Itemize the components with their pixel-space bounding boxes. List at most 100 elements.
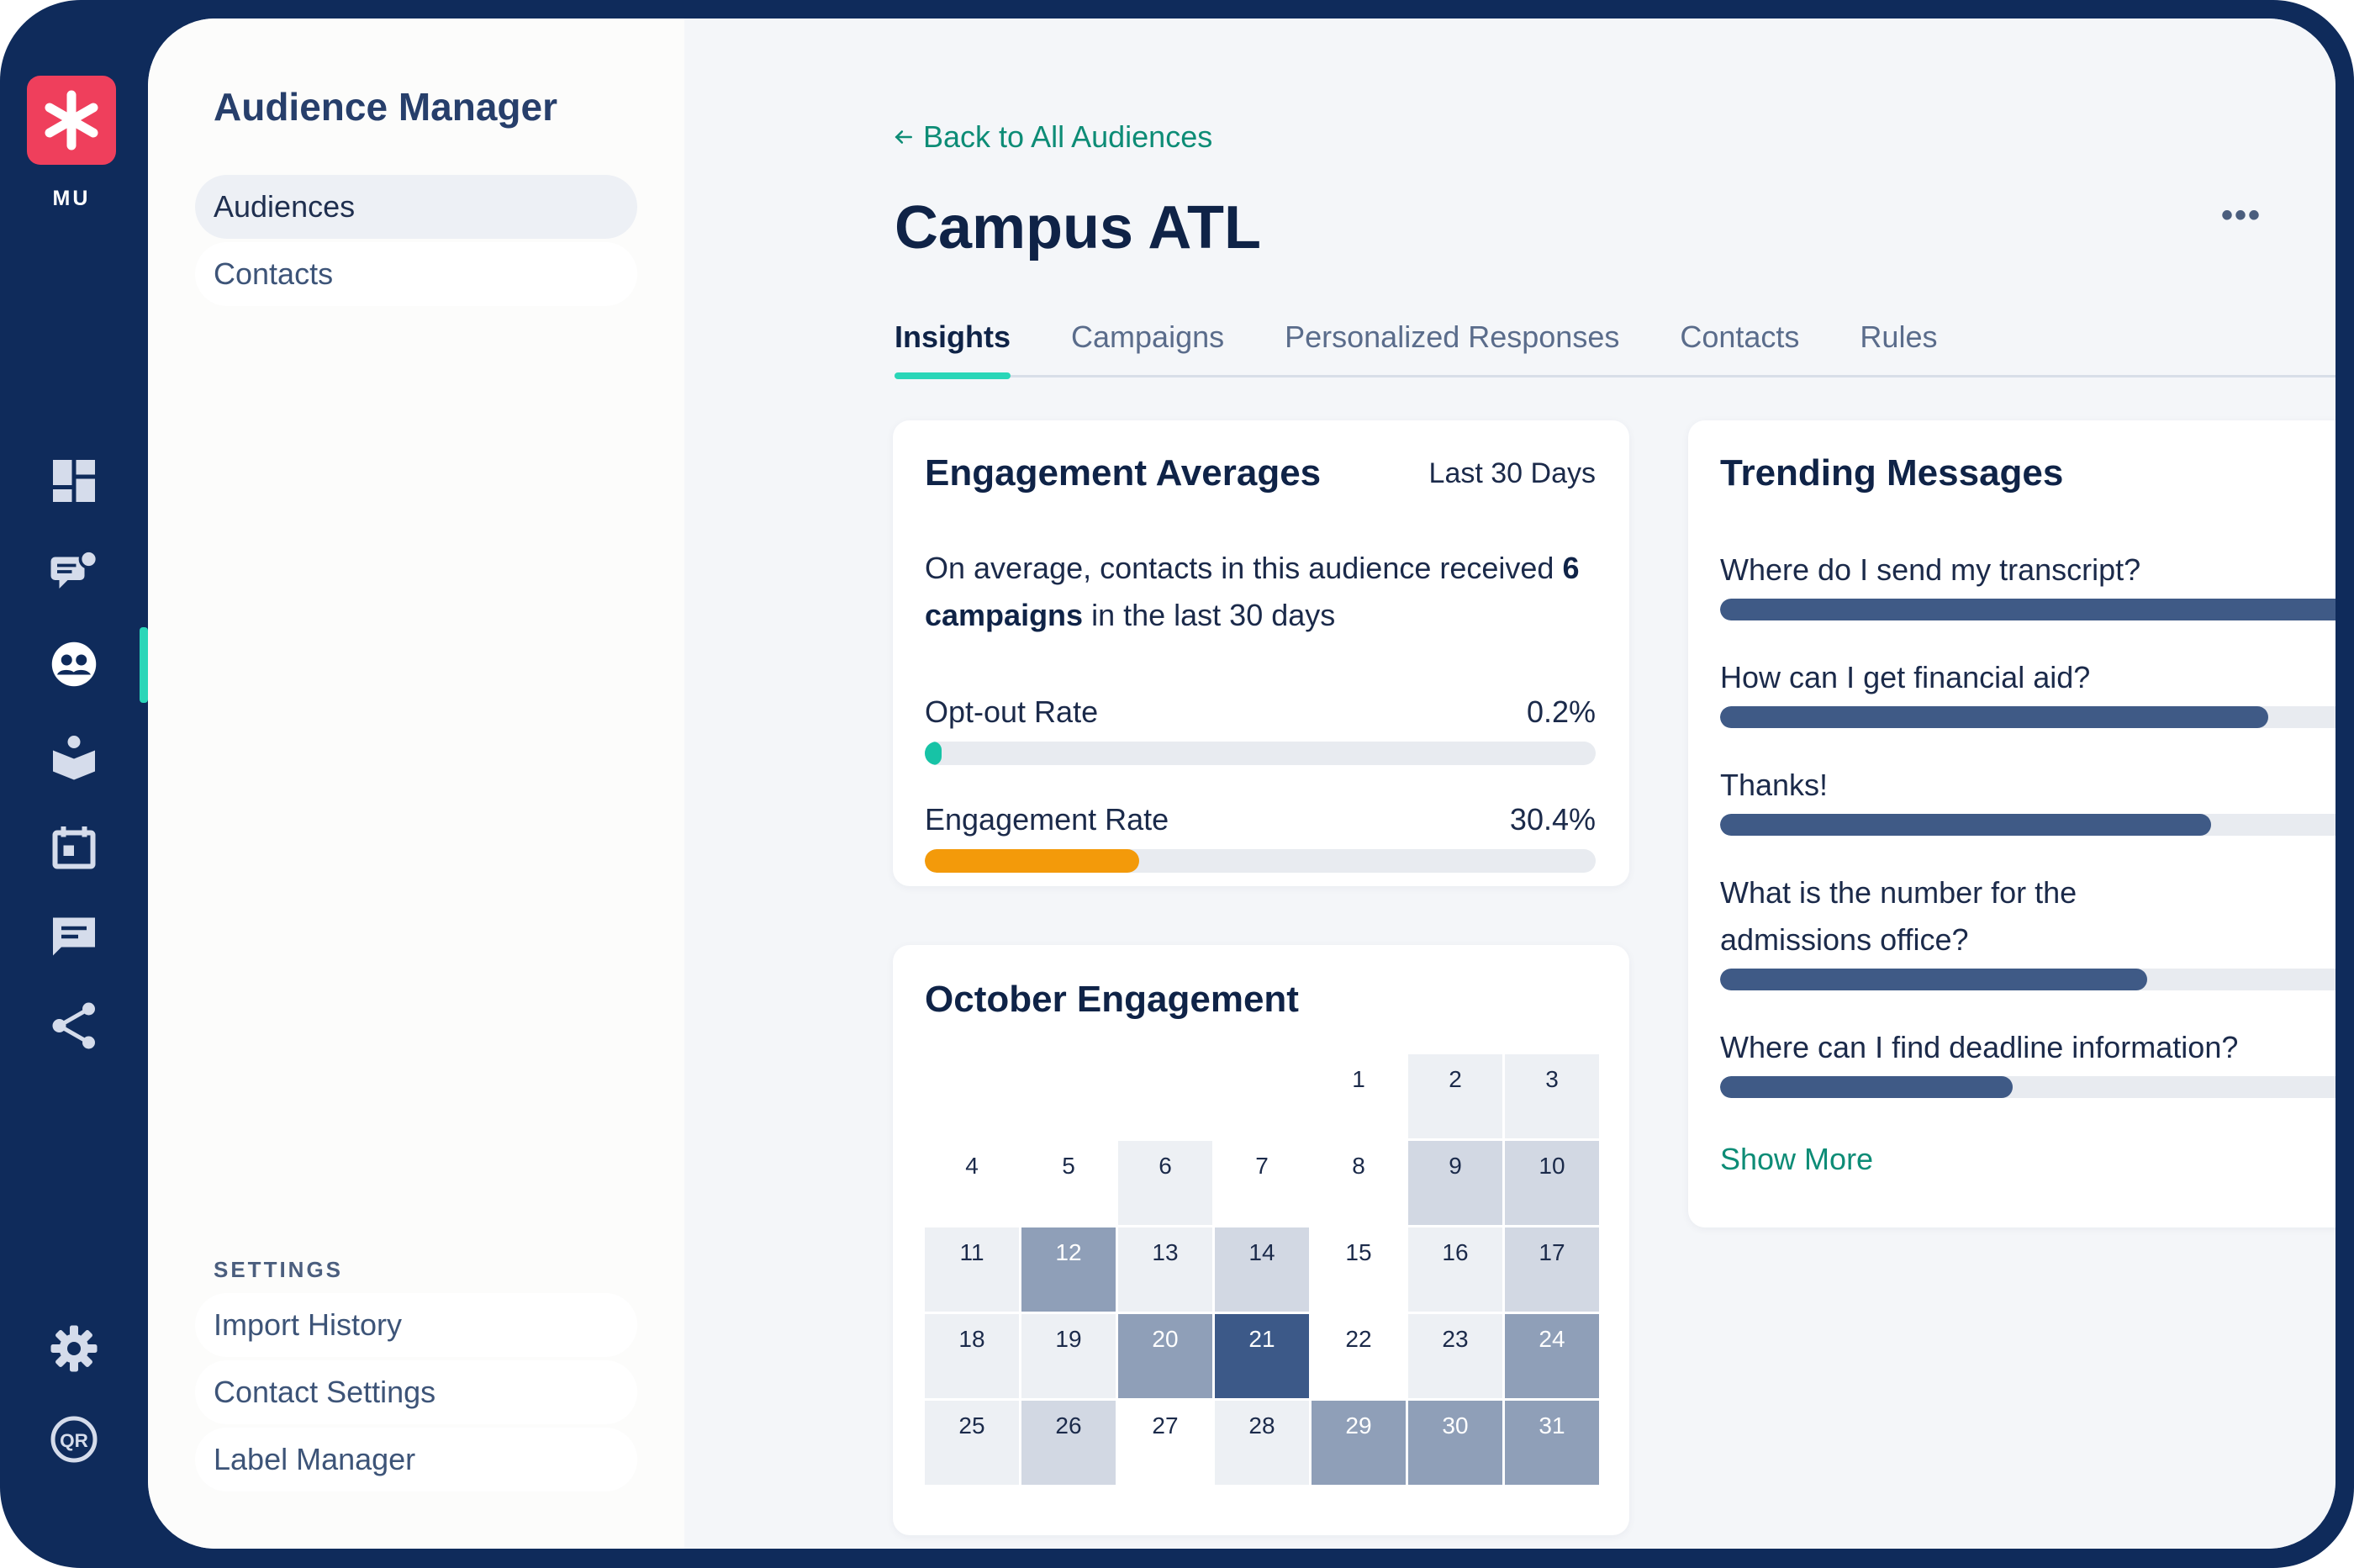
calendar-day-cell[interactable]: 25 (925, 1401, 1019, 1485)
asterisk-logo-icon (45, 90, 98, 150)
sidebar-item-label: Import History (214, 1307, 403, 1342)
sidebar-title: Audience Manager (214, 85, 557, 129)
calendar-day-cell[interactable]: 2 (1408, 1054, 1502, 1138)
trending-message-bar (1720, 814, 2336, 836)
tab-bar: Insights Campaigns Personalized Response… (895, 319, 2336, 379)
org-initials: MU (52, 187, 91, 210)
calendar-day-cell[interactable]: 30 (1408, 1401, 1502, 1485)
calendar-day-cell[interactable]: 27 (1118, 1401, 1212, 1485)
calendar-day-cell[interactable]: 24 (1505, 1314, 1599, 1398)
trending-message-text: Where do I send my transcript? (1720, 552, 2141, 587)
calendar-day-cell[interactable]: 23 (1408, 1314, 1502, 1398)
engagement-rate-bar (925, 849, 1596, 873)
app-screen: Audience Manager Audiences Contacts SETT… (148, 18, 2336, 1549)
sidebar-item-audiences[interactable]: Audiences (195, 175, 637, 239)
calendar-day-cell[interactable]: 7 (1215, 1141, 1309, 1225)
trending-message-fill (1720, 599, 2336, 620)
calendar-day-cell[interactable]: 22 (1312, 1314, 1406, 1398)
calendar-day-cell[interactable]: 3 (1505, 1054, 1599, 1138)
engagement-calendar: 1 2 3 4 5 6 7 8 9 10 11 12 13 14 15 16 17 18 19 20 21 22 23 24 2… (925, 1054, 1599, 1485)
calendar-day-cell[interactable]: 31 (1505, 1401, 1599, 1485)
engagement-rate-label: Engagement Rate (925, 802, 1169, 837)
settings-gear-icon[interactable] (47, 1322, 101, 1375)
sidebar-item-label-manager[interactable]: Label Manager (195, 1428, 637, 1491)
calendar-day-cell[interactable]: 21 (1215, 1314, 1309, 1398)
app-logo[interactable] (27, 76, 116, 165)
arrow-left-icon (895, 130, 912, 144)
engagement-averages-card: Engagement Averages Last 30 Days On aver… (893, 420, 1629, 886)
rail-active-indicator (140, 627, 148, 703)
calendar-day-cell[interactable]: 29 (1312, 1401, 1406, 1485)
calendar-day-cell[interactable]: 10 (1505, 1141, 1599, 1225)
sidebar-item-label: Audiences (214, 189, 356, 224)
calendar-day-cell[interactable]: 12 (1021, 1227, 1116, 1312)
tab-campaigns[interactable]: Campaigns (1071, 319, 1225, 354)
tab-insights[interactable]: Insights (895, 319, 1011, 379)
chat-bubbles-icon[interactable] (47, 545, 101, 599)
calendar-day-cell[interactable]: 5 (1021, 1141, 1116, 1225)
sidebar-item-import-history[interactable]: Import History (195, 1293, 637, 1357)
calendar-day-cell[interactable]: 6 (1118, 1141, 1212, 1225)
trending-message-bar (1720, 599, 2336, 620)
sidebar-item-label: Contacts (214, 256, 334, 291)
audiences-icon[interactable] (47, 637, 101, 691)
calendar-blank-cell (1021, 1054, 1116, 1138)
calendar-day-cell[interactable]: 1 (1312, 1054, 1406, 1138)
trending-message-item[interactable]: How can I get financial aid? (1720, 654, 2336, 728)
trending-message-item[interactable]: Where do I send my transcript? (1720, 546, 2336, 620)
more-options-button[interactable]: ••• (2220, 197, 2262, 234)
main-content: Back to All Audiences Campus ATL ••• Ins… (684, 18, 2336, 1549)
trending-message-bar (1720, 1076, 2336, 1098)
dashboard-icon[interactable] (47, 454, 101, 508)
trending-messages-card: Trending Messages Where do I send my tra… (1688, 420, 2336, 1227)
card-title: Trending Messages (1720, 452, 2064, 494)
trending-message-text: Where can I find deadline information? (1720, 1030, 2239, 1064)
calendar-day-cell[interactable]: 19 (1021, 1314, 1116, 1398)
calendar-day-cell[interactable]: 18 (925, 1314, 1019, 1398)
calendar-day-cell[interactable]: 26 (1021, 1401, 1116, 1485)
engagement-summary: On average, contacts in this audience re… (925, 551, 1580, 632)
sidebar-item-label: Contact Settings (214, 1375, 436, 1409)
tab-personalized-responses[interactable]: Personalized Responses (1285, 319, 1620, 354)
calendar-blank-cell (925, 1054, 1019, 1138)
sidebar-item-contact-settings[interactable]: Contact Settings (195, 1360, 637, 1424)
calendar-day-cell[interactable]: 8 (1312, 1141, 1406, 1225)
calendar-day-cell[interactable]: 14 (1215, 1227, 1309, 1312)
calendar-day-cell[interactable]: 16 (1408, 1227, 1502, 1312)
calendar-icon[interactable] (47, 821, 101, 874)
sidebar-item-contacts[interactable]: Contacts (195, 242, 637, 306)
october-engagement-card: October Engagement 1 2 3 4 5 6 7 8 9 10 11 12 13 14 15… (893, 945, 1629, 1535)
audience-manager-sidebar: Audience Manager Audiences Contacts SETT… (148, 18, 687, 1549)
tab-contacts[interactable]: Contacts (1680, 319, 1800, 354)
tab-rules[interactable]: Rules (1860, 319, 1938, 354)
calendar-day-cell[interactable]: 28 (1215, 1401, 1309, 1485)
trending-message-fill (1720, 1076, 2013, 1098)
calendar-day-cell[interactable]: 15 (1312, 1227, 1406, 1312)
calendar-day-cell[interactable]: 13 (1118, 1227, 1212, 1312)
card-title: Engagement Averages (925, 452, 1322, 494)
engagement-rate-value: 30.4% (1509, 802, 1596, 837)
engagement-rate-fill (925, 849, 1140, 873)
calendar-day-cell[interactable]: 9 (1408, 1141, 1502, 1225)
trending-message-text: How can I get financial aid? (1720, 660, 2091, 694)
calendar-day-cell[interactable]: 17 (1505, 1227, 1599, 1312)
calendar-blank-cell (1215, 1054, 1309, 1138)
integrations-icon[interactable] (47, 999, 101, 1053)
show-more-link[interactable]: Show More (1720, 1142, 1874, 1176)
calendar-day-cell[interactable]: 4 (925, 1141, 1019, 1225)
knowledge-base-icon[interactable] (47, 730, 101, 784)
messages-icon[interactable] (47, 910, 101, 964)
card-title: October Engagement (925, 979, 1299, 1020)
trending-message-item[interactable]: Thanks! (1720, 762, 2336, 836)
back-to-audiences-link[interactable]: Back to All Audiences (893, 119, 1212, 155)
trending-message-item[interactable]: Where can I find deadline information? (1720, 1024, 2336, 1098)
page-title: Campus ATL (895, 194, 1262, 261)
calendar-day-cell[interactable]: 20 (1118, 1314, 1212, 1398)
qr-code-icon[interactable]: QR (47, 1412, 101, 1466)
calendar-day-cell[interactable]: 11 (925, 1227, 1019, 1312)
opt-out-rate-value: 0.2% (1526, 694, 1596, 729)
period-label: Last 30 Days (1428, 457, 1596, 489)
trending-message-item[interactable]: What is the number for the admissions of… (1720, 869, 2336, 990)
calendar-blank-cell (1118, 1054, 1212, 1138)
